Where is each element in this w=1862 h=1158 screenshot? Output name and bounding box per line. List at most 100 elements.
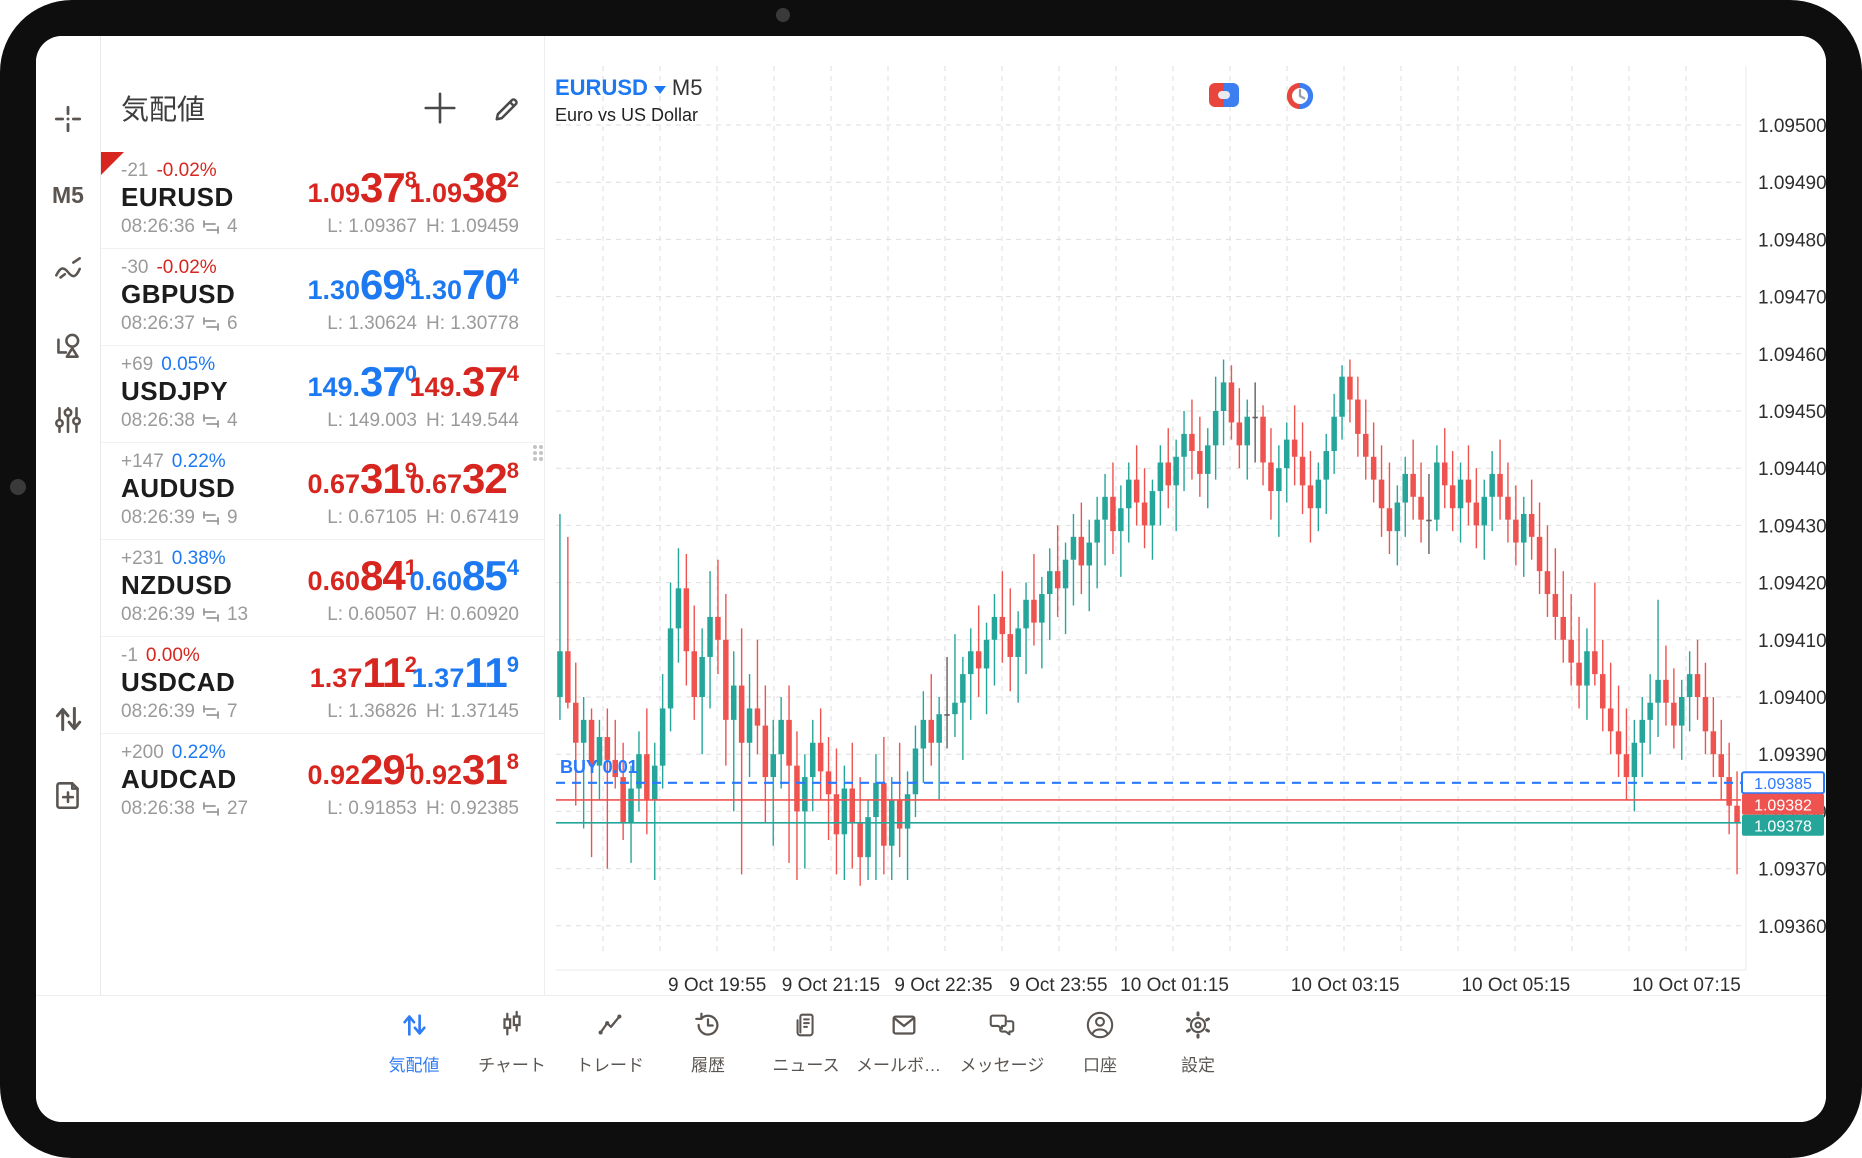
trade-icon xyxy=(595,1010,625,1045)
sliders-icon xyxy=(55,407,81,433)
ask-price[interactable]: 149.374 xyxy=(409,358,519,405)
quote-row-usdcad[interactable]: -1 0.00% USDCAD 08:26:39 7 1.37112 1.3711… xyxy=(101,636,544,733)
nav-item-quotes[interactable]: 気配値 xyxy=(366,1010,462,1076)
svg-text:10 Oct 01:15: 10 Oct 01:15 xyxy=(1120,975,1229,995)
spread-icon xyxy=(203,705,219,719)
one-click-trading-icon[interactable] xyxy=(1206,80,1242,115)
nav-item-messages[interactable]: メッセージ xyxy=(954,1010,1050,1076)
quote-row-nzdusd[interactable]: +231 0.38% NZDUSD 08:26:39 13 0.60841 0.6… xyxy=(101,539,544,636)
svg-text:1.09400: 1.09400 xyxy=(1758,688,1826,709)
quote-time: 08:26:36 xyxy=(121,216,195,237)
bid-price[interactable]: 1.30698 xyxy=(307,261,417,308)
svg-text:1.09470: 1.09470 xyxy=(1758,288,1826,309)
app-screen: M5 xyxy=(36,36,1826,1122)
objects-button[interactable] xyxy=(36,319,100,371)
edit-symbols-button[interactable] xyxy=(486,86,530,130)
svg-text:1.09430: 1.09430 xyxy=(1758,516,1826,537)
quote-row-usdjpy[interactable]: +69 0.05% USDJPY 08:26:38 4 149.370 149.3… xyxy=(101,345,544,442)
chart-description: Euro vs US Dollar xyxy=(555,104,699,125)
ask-price[interactable]: 0.92318 xyxy=(409,746,519,793)
svg-text:10 Oct 07:15: 10 Oct 07:15 xyxy=(1632,975,1741,995)
high-value: H: 0.67419 xyxy=(426,507,519,528)
svg-text:10 Oct 03:15: 10 Oct 03:15 xyxy=(1291,975,1400,995)
symbol-name: AUDUSD xyxy=(121,473,236,503)
nav-item-label: 設定 xyxy=(1181,1056,1215,1075)
bid-price[interactable]: 0.67319 xyxy=(307,455,417,502)
quote-time: 08:26:38 xyxy=(121,798,195,819)
quote-row-audcad[interactable]: +200 0.22% AUDCAD 08:26:38 27 0.92291 0.9… xyxy=(101,733,544,830)
objects-icon xyxy=(57,333,80,358)
quotes-panel: 気配値 -21 -0.02% EURUSD 08:26:3 xyxy=(100,36,545,995)
change-line: +147 0.22% xyxy=(121,451,226,473)
bid-price[interactable]: 1.37112 xyxy=(309,649,417,696)
nav-item-settings[interactable]: 設定 xyxy=(1150,1010,1246,1076)
quote-row-eurusd[interactable]: -21 -0.02% EURUSD 08:26:36 4 1.09378 1.09… xyxy=(101,152,544,248)
nav-item-accounts[interactable]: 口座 xyxy=(1052,1010,1148,1076)
nav-item-trade[interactable]: トレード xyxy=(562,1010,658,1076)
timeframe-button[interactable]: M5 xyxy=(36,169,100,221)
svg-text:1.09360: 1.09360 xyxy=(1758,917,1826,938)
bid-price[interactable]: 149.370 xyxy=(307,358,417,405)
chart-area[interactable]: 1.09500 1.09490 1.09480 1.09470 1.09460 1.094… xyxy=(546,36,1826,995)
nav-item-history[interactable]: 履歴 xyxy=(660,1010,756,1076)
nav-item-news[interactable]: ニュース xyxy=(758,1010,854,1076)
bottom-navigation: 気配値 チャート トレード 履歴 ニュース メールボッ… メッセージ 口座 設定 xyxy=(36,995,1826,1122)
chart-symbol[interactable]: EURUSD xyxy=(555,75,648,100)
change-percent: 0.05% xyxy=(161,354,216,375)
svg-text:1.09420: 1.09420 xyxy=(1758,574,1826,595)
svg-text:10 Oct 05:15: 10 Oct 05:15 xyxy=(1461,975,1570,995)
trade-arrows-icon xyxy=(55,706,82,732)
svg-text:1.09500: 1.09500 xyxy=(1758,116,1826,137)
bid-price[interactable]: 0.60841 xyxy=(307,552,417,599)
chart-settings-button[interactable] xyxy=(36,394,100,446)
mailbox-icon xyxy=(889,1010,919,1045)
quick-trade-button[interactable] xyxy=(36,693,100,745)
candlestick-chart[interactable]: 1.09500 1.09490 1.09480 1.09470 1.09460 1.094… xyxy=(546,36,1826,995)
low-value: L: 0.67105 xyxy=(327,507,417,528)
selected-symbol-marker xyxy=(101,152,124,175)
spread-value: 13 xyxy=(226,604,249,625)
ask-price[interactable]: 1.30704 xyxy=(409,261,519,308)
change-percent: 0.22% xyxy=(171,451,226,472)
add-symbol-button[interactable] xyxy=(418,86,462,130)
quote-time: 08:26:37 xyxy=(121,313,195,334)
low-value: L: 0.60507 xyxy=(327,604,417,625)
ask-price[interactable]: 1.37119 xyxy=(411,649,519,696)
chart-timeframe[interactable]: M5 xyxy=(671,75,703,100)
quote-row-gbpusd[interactable]: -30 -0.02% GBPUSD 08:26:37 6 1.30698 1.30… xyxy=(101,248,544,345)
panel-resize-handle[interactable] xyxy=(533,445,547,465)
market-clock-icon[interactable] xyxy=(1284,80,1316,117)
quote-time-line: 08:26:36 4 xyxy=(121,216,238,238)
svg-text:1.09378: 1.09378 xyxy=(1754,818,1812,835)
change-percent: 0.38% xyxy=(171,548,226,569)
bid-price[interactable]: 0.92291 xyxy=(307,746,417,793)
svg-text:1.09410: 1.09410 xyxy=(1758,631,1826,652)
quote-time-line: 08:26:39 7 xyxy=(121,701,238,723)
spread-icon xyxy=(203,511,219,525)
chart-header[interactable]: EURUSD M5 Euro vs US Dollar xyxy=(555,74,702,126)
new-order-button[interactable] xyxy=(36,769,100,821)
svg-text:1.09460: 1.09460 xyxy=(1758,345,1826,366)
change-points: -1 xyxy=(121,645,138,666)
change-points: +231 xyxy=(121,548,164,569)
accounts-icon xyxy=(1085,1010,1115,1045)
low-value: L: 149.003 xyxy=(327,410,417,431)
change-line: -21 -0.02% xyxy=(121,160,217,182)
ask-price[interactable]: 0.60854 xyxy=(409,552,519,599)
high-value: H: 1.09459 xyxy=(426,216,519,237)
low-value: L: 1.09367 xyxy=(327,216,417,237)
crosshair-button[interactable] xyxy=(36,93,100,145)
nav-items: 気配値 チャート トレード 履歴 ニュース メールボッ… メッセージ 口座 設定 xyxy=(366,1010,1246,1076)
indicators-button[interactable] xyxy=(36,244,100,296)
change-line: +69 0.05% xyxy=(121,354,215,376)
nav-item-charts[interactable]: チャート xyxy=(464,1010,560,1076)
quote-time-line: 08:26:37 6 xyxy=(121,313,238,335)
ask-price[interactable]: 1.09382 xyxy=(409,164,519,211)
quote-time: 08:26:38 xyxy=(121,410,195,431)
spread-icon xyxy=(203,220,219,234)
quote-row-audusd[interactable]: +147 0.22% AUDUSD 08:26:39 9 0.67319 0.67… xyxy=(101,442,544,539)
bid-price[interactable]: 1.09378 xyxy=(307,164,417,211)
high-value: H: 0.60920 xyxy=(426,604,519,625)
nav-item-mailbox[interactable]: メールボッ… xyxy=(856,1010,952,1076)
ask-price[interactable]: 0.67328 xyxy=(409,455,519,502)
